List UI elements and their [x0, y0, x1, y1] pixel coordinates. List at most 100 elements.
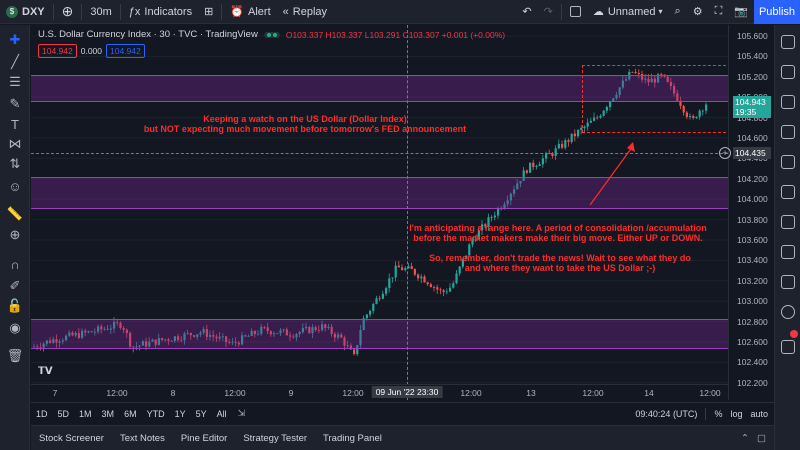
annotation-note-2[interactable]: I'm anticipating a range here. A period … [398, 223, 718, 243]
pattern-icon[interactable]: ⋈ [8, 136, 22, 151]
ohlc-values: O103.337 H103.337 L103.291 C103.307 +0.0… [285, 29, 506, 40]
tab-trading-panel[interactable]: Trading Panel [323, 432, 382, 444]
magnet-icon[interactable]: ∩ [10, 256, 20, 272]
calendar-icon[interactable] [781, 155, 795, 169]
time-axis[interactable] [31, 384, 728, 401]
compare-button[interactable]: ⊕ [56, 0, 80, 24]
redo-button[interactable]: ↷ [538, 0, 559, 24]
eye-icon[interactable]: ◉ [9, 320, 21, 335]
save-layout-button[interactable]: ☁ Unnamed ▾ [587, 0, 669, 24]
ideas-icon[interactable] [781, 185, 795, 199]
trash-icon[interactable]: 🗑 [6, 348, 24, 363]
price-axis[interactable]: 105.600105.400105.200105.000104.800104.6… [728, 25, 774, 400]
candle-body [279, 330, 282, 334]
streams-icon[interactable] [781, 215, 795, 229]
text-tool-icon[interactable]: T [11, 116, 19, 132]
timeframe-ytd[interactable]: YTD [146, 408, 165, 419]
fib-icon[interactable]: ☰ [9, 74, 21, 89]
alert-button[interactable]: ⏰ Alert [224, 0, 276, 24]
notifications-icon[interactable] [781, 245, 795, 259]
clock-display[interactable]: 09:40:24 (UTC) [635, 408, 698, 419]
candle-body [413, 269, 416, 275]
annotation-note-3[interactable]: So, remember, don't trade the news! Wait… [410, 253, 710, 273]
replay-button[interactable]: « Replay [277, 0, 333, 24]
timeframe-1y[interactable]: 1Y [174, 408, 186, 419]
order-panel-icon[interactable] [781, 275, 795, 289]
prediction-icon[interactable]: ⇅ [9, 156, 21, 171]
data-window-icon[interactable] [781, 95, 795, 109]
candle-body [273, 333, 276, 335]
candle-body [634, 72, 637, 74]
layout-button[interactable] [564, 0, 587, 24]
chart-pane[interactable] [31, 25, 728, 400]
log-toggle[interactable]: log [730, 408, 743, 419]
sell-button[interactable]: 104.942 [38, 44, 77, 58]
undo-button[interactable]: ↶ [516, 0, 537, 24]
snapshot-button[interactable]: 📷 [728, 0, 754, 24]
ruler-icon[interactable]: 📏 [6, 206, 24, 221]
candlestick-chart[interactable] [31, 25, 728, 400]
candle-body [103, 328, 106, 330]
candle-body [618, 87, 621, 95]
resistance-zone[interactable] [31, 75, 728, 102]
crosshair-icon[interactable]: ✚ [9, 32, 21, 47]
tab-stock-screener[interactable]: Stock Screener [39, 432, 104, 444]
zoom-in-icon[interactable]: ⊕ [9, 227, 21, 242]
candle-body [580, 128, 583, 131]
alerts-panel-icon[interactable] [781, 65, 795, 79]
watchlist-icon[interactable] [781, 35, 795, 49]
annotation-arrow[interactable] [585, 140, 640, 210]
tab-pine-editor[interactable]: Pine Editor [180, 432, 228, 444]
candle-body [509, 193, 512, 201]
tab-strategy-tester[interactable]: Strategy Tester [243, 432, 308, 444]
support-zone[interactable] [31, 319, 728, 349]
timeframe-1m[interactable]: 1M [79, 408, 92, 419]
candle-body [39, 347, 42, 349]
stay-drawing-icon[interactable]: ✐ [9, 278, 21, 293]
candle-body [119, 322, 122, 328]
time-tick-label: 7 [52, 388, 58, 398]
buy-button[interactable]: 104.942 [106, 44, 145, 58]
indicators-button[interactable]: ƒx Indicators [123, 0, 198, 24]
candle-body [404, 268, 407, 271]
auto-toggle[interactable]: auto [750, 408, 768, 419]
candle-body [650, 78, 653, 83]
percent-toggle[interactable]: % [714, 408, 723, 419]
date-range-icon[interactable]: ⇲ [237, 408, 246, 418]
fullscreen-button[interactable]: ⛶ [709, 0, 729, 24]
publish-button[interactable]: Publish [754, 0, 800, 24]
current-price: 104.943 [735, 97, 766, 107]
search-button[interactable]: ⌕ [669, 0, 687, 24]
annotation-note-1[interactable]: Keeping a watch on the US Dollar (Dollar… [130, 114, 480, 134]
help-icon[interactable] [781, 340, 795, 354]
hotlist-icon[interactable] [781, 125, 795, 139]
settings-button[interactable]: ⚙ [687, 0, 709, 24]
symbol-search-button[interactable]: $ DXY [0, 0, 51, 24]
interval-button[interactable]: 30m [90, 5, 112, 18]
timeframe-5d[interactable]: 5D [57, 408, 70, 419]
candle-body [90, 331, 93, 333]
crosshair-vertical [407, 25, 408, 400]
timeframe-all[interactable]: All [216, 408, 227, 419]
tab-text-notes[interactable]: Text Notes [119, 432, 165, 444]
brush-icon[interactable]: ✎ [9, 96, 21, 111]
maximize-panel-icon[interactable]: ▢ [757, 432, 766, 444]
timeframe-1d[interactable]: 1D [36, 408, 48, 419]
collapse-panel-icon[interactable]: ⌃ [741, 432, 750, 444]
lock-icon[interactable]: 🔓 [6, 298, 24, 313]
chat-icon[interactable] [781, 305, 795, 319]
emoji-icon[interactable]: ☺ [8, 178, 22, 194]
timeframe-3m[interactable]: 3M [101, 408, 115, 419]
range-rectangle[interactable] [582, 65, 731, 133]
candle-body [125, 329, 128, 333]
add-alert-plus-icon[interactable]: + [719, 147, 731, 159]
price-tick-label: 103.800 [737, 214, 768, 225]
timeframe-5y[interactable]: 5Y [195, 408, 207, 419]
spread-value: 0.000 [80, 46, 103, 56]
trend-line-icon[interactable]: ╱ [11, 54, 19, 69]
annotation-line: and where they want to take the US Dolla… [464, 263, 656, 273]
mid-zone[interactable] [31, 177, 728, 209]
timeframe-6m[interactable]: 6M [124, 408, 137, 419]
candle-body [525, 170, 528, 173]
templates-button[interactable]: ⊞ [198, 0, 219, 24]
